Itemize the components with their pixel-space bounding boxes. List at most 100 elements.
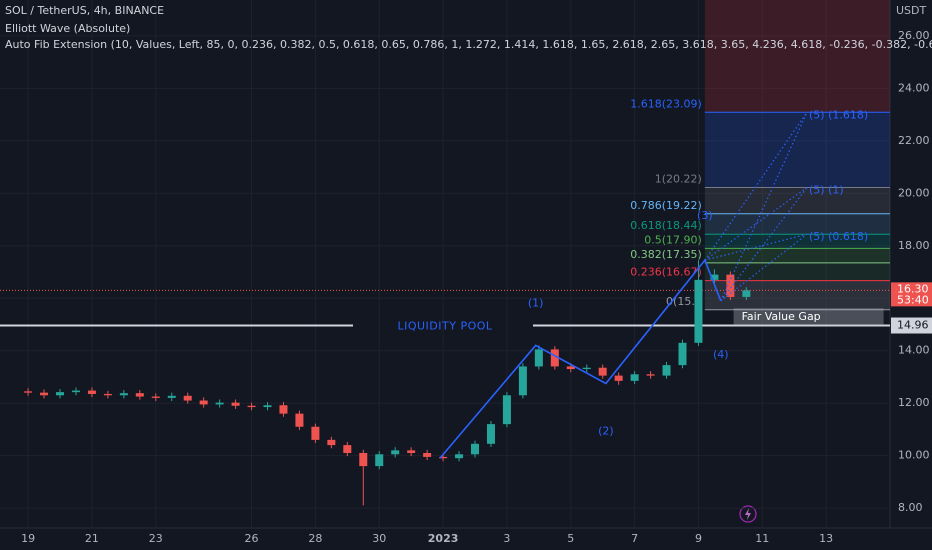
fib-label: 1(20.22)	[655, 173, 702, 186]
candle-body	[71, 390, 80, 393]
candle-body	[343, 445, 352, 453]
candle-body	[566, 366, 575, 370]
candle-body	[327, 439, 336, 446]
candle-body	[742, 290, 751, 297]
wave-line	[439, 258, 722, 459]
x-tick-label: 28	[308, 532, 322, 545]
candle-body	[375, 454, 384, 467]
candle-body	[694, 279, 703, 343]
candle-body	[423, 452, 432, 457]
indicator-label: Elliott Wave (Absolute)	[5, 22, 130, 35]
x-tick-label: 11	[755, 532, 769, 545]
candle-body	[151, 396, 160, 398]
x-tick-label: 13	[819, 532, 833, 545]
indicator-label: Auto Fib Extension (10, Values, Left, 85…	[5, 38, 932, 51]
wave-label: (3)	[697, 209, 713, 222]
liquidity-price-label: 14.96	[897, 319, 929, 332]
projection-line	[704, 233, 808, 261]
wave-label: (1)	[528, 296, 544, 309]
projection-line	[720, 112, 808, 302]
fib-zone	[704, 213, 890, 235]
x-tick-label: 26	[245, 532, 259, 545]
wave-label: (4)	[713, 348, 729, 361]
price-box	[891, 282, 932, 307]
x-tick-label: 21	[85, 532, 99, 545]
candle-body	[263, 405, 272, 408]
candle-body	[550, 349, 559, 367]
candle-body	[295, 413, 304, 427]
candle-body	[471, 443, 480, 455]
fib-label: 0.382(17.35)	[630, 248, 702, 261]
candle-body	[518, 366, 527, 396]
alert-icon-bolt	[745, 508, 751, 520]
candle-body	[726, 274, 735, 297]
x-tick-label: 30	[372, 532, 386, 545]
fib-label: 1.618(23.09)	[630, 97, 702, 110]
candle-body	[614, 375, 623, 381]
projection-label: (5) (1.618)	[809, 108, 868, 121]
candle-body	[407, 450, 416, 453]
fib-zone	[704, 0, 890, 113]
x-tick-label: 2023	[428, 532, 459, 545]
candle-body	[630, 374, 639, 381]
candle-body	[439, 456, 448, 459]
candle-body	[598, 367, 607, 376]
candle-body	[183, 395, 192, 401]
candle-body	[167, 395, 176, 398]
candle-body	[199, 400, 208, 405]
projection-label: (5) (0.618)	[809, 230, 868, 243]
y-tick-label: 14.00	[898, 344, 930, 357]
fib-zone	[704, 262, 890, 281]
y-tick-label: 24.00	[898, 81, 930, 94]
y-tick-label: 8.00	[898, 501, 923, 514]
candle-body	[486, 424, 495, 444]
candle-body	[119, 393, 128, 396]
candle-body	[534, 349, 543, 367]
fvg-label: Fair Value Gap	[742, 310, 821, 323]
alert-icon[interactable]	[739, 505, 757, 523]
candle-body	[455, 454, 464, 459]
fib-zone	[704, 248, 890, 263]
wave-label: (2)	[598, 424, 614, 437]
candle-body	[311, 426, 320, 440]
candle-body	[135, 393, 144, 397]
candle-body	[391, 450, 400, 455]
y-tick-label: 26.00	[898, 29, 930, 42]
chart-title: SOL / TetherUS, 4h, BINANCE	[5, 4, 164, 17]
fib-label: 0.786(19.22)	[630, 199, 702, 212]
fvg-box	[733, 308, 884, 326]
projection-line	[704, 187, 808, 261]
candle-body	[24, 391, 33, 393]
fib-label: 0.236(16.67)	[630, 266, 702, 279]
candle-body	[279, 405, 288, 414]
fib-label: 0.5(17.90)	[644, 233, 702, 246]
fib-label: 0.618(18.44)	[630, 219, 702, 232]
candle-body	[247, 405, 256, 408]
y-tick-label: 20.00	[898, 186, 930, 199]
fib-zone	[704, 112, 890, 188]
y-unit: USDT	[896, 4, 927, 17]
candle-body	[678, 342, 687, 366]
last-price-label: 16.30	[897, 282, 929, 295]
x-tick-label: 19	[21, 532, 35, 545]
x-tick-label: 23	[149, 532, 163, 545]
candle-body	[40, 392, 49, 396]
candle-body	[582, 367, 591, 370]
candle-body	[502, 395, 511, 425]
candle-body	[662, 365, 671, 376]
x-tick-label: 9	[695, 532, 702, 545]
x-tick-label: 7	[631, 532, 638, 545]
y-tick-label: 12.00	[898, 396, 930, 409]
countdown-label: 53:40	[897, 293, 929, 306]
candle-body	[215, 402, 224, 405]
y-tick-label: 22.00	[898, 134, 930, 147]
candle-body	[359, 452, 368, 467]
projection-label: (5) (1)	[809, 184, 844, 197]
candle-body	[87, 390, 96, 394]
x-tick-label: 3	[503, 532, 510, 545]
candle-body	[646, 374, 655, 376]
candle-body	[231, 402, 240, 406]
x-tick-label: 5	[567, 532, 574, 545]
candle-body	[56, 392, 65, 396]
candle-body	[710, 274, 719, 280]
